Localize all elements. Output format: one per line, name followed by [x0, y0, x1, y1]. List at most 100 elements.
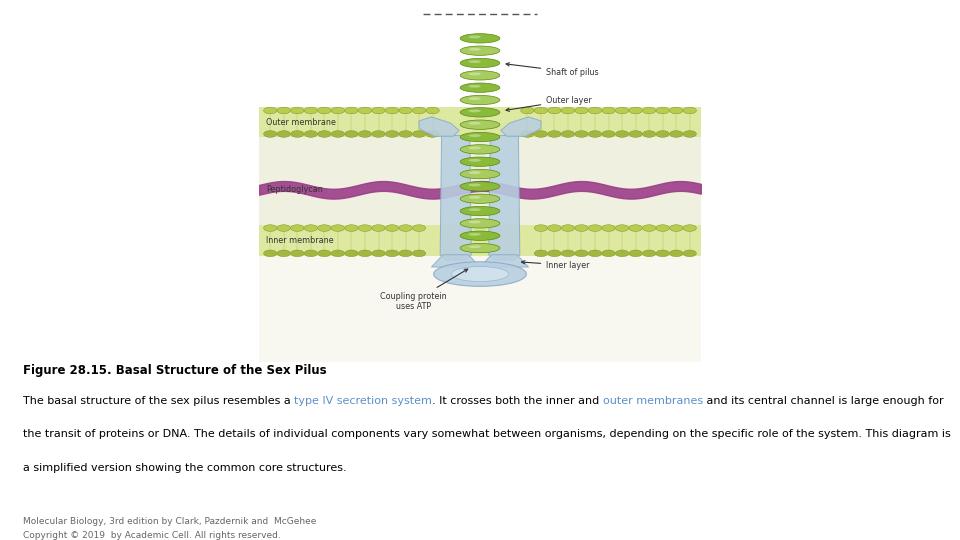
Ellipse shape: [642, 225, 656, 232]
Ellipse shape: [385, 131, 398, 137]
Ellipse shape: [460, 46, 500, 55]
Polygon shape: [501, 117, 540, 136]
Ellipse shape: [548, 107, 561, 114]
Ellipse shape: [331, 225, 345, 232]
Ellipse shape: [277, 250, 290, 256]
Ellipse shape: [629, 107, 642, 114]
Ellipse shape: [264, 250, 276, 256]
Ellipse shape: [468, 208, 481, 211]
Ellipse shape: [670, 107, 683, 114]
Text: Outer membrane: Outer membrane: [266, 118, 336, 127]
Ellipse shape: [656, 250, 669, 256]
Ellipse shape: [291, 225, 304, 232]
Ellipse shape: [291, 107, 304, 114]
Ellipse shape: [358, 250, 372, 256]
Ellipse shape: [602, 250, 615, 256]
Ellipse shape: [460, 71, 500, 80]
Ellipse shape: [399, 131, 412, 137]
Ellipse shape: [670, 225, 683, 232]
Ellipse shape: [264, 107, 276, 114]
Ellipse shape: [615, 225, 629, 232]
Ellipse shape: [629, 250, 642, 256]
Ellipse shape: [670, 131, 683, 137]
Ellipse shape: [468, 60, 481, 63]
Text: and its central channel is large enough for: and its central channel is large enough …: [703, 396, 944, 407]
Ellipse shape: [468, 245, 481, 248]
Text: Inner layer: Inner layer: [521, 261, 589, 270]
Ellipse shape: [460, 182, 500, 191]
Ellipse shape: [468, 110, 481, 112]
Polygon shape: [420, 117, 459, 136]
Ellipse shape: [460, 244, 500, 253]
Ellipse shape: [684, 131, 696, 137]
Ellipse shape: [460, 231, 500, 240]
Ellipse shape: [331, 131, 345, 137]
Ellipse shape: [468, 72, 481, 76]
Ellipse shape: [413, 131, 425, 137]
Ellipse shape: [468, 97, 481, 100]
Ellipse shape: [460, 83, 500, 92]
Ellipse shape: [304, 131, 318, 137]
Ellipse shape: [460, 120, 500, 130]
Ellipse shape: [304, 250, 318, 256]
Ellipse shape: [520, 131, 534, 137]
Ellipse shape: [385, 250, 398, 256]
Ellipse shape: [460, 33, 500, 43]
Polygon shape: [441, 136, 471, 260]
Text: Shaft of pilus: Shaft of pilus: [506, 63, 599, 77]
Ellipse shape: [331, 250, 345, 256]
Ellipse shape: [588, 250, 602, 256]
Ellipse shape: [642, 250, 656, 256]
Ellipse shape: [426, 131, 440, 137]
Ellipse shape: [535, 250, 547, 256]
Ellipse shape: [277, 131, 290, 137]
Ellipse shape: [460, 194, 500, 204]
Ellipse shape: [670, 250, 683, 256]
Ellipse shape: [345, 250, 358, 256]
Ellipse shape: [656, 107, 669, 114]
Text: Outer layer: Outer layer: [506, 96, 592, 111]
Ellipse shape: [358, 107, 372, 114]
Ellipse shape: [372, 225, 385, 232]
Ellipse shape: [684, 225, 696, 232]
Ellipse shape: [615, 107, 629, 114]
Ellipse shape: [291, 250, 304, 256]
Text: Inner membrane: Inner membrane: [266, 236, 333, 245]
Text: . It crosses both the inner and: . It crosses both the inner and: [432, 396, 603, 407]
Ellipse shape: [468, 221, 481, 224]
Ellipse shape: [520, 107, 534, 114]
Ellipse shape: [460, 219, 500, 228]
Text: Copyright © 2019  by Academic Cell. All rights reserved.: Copyright © 2019 by Academic Cell. All r…: [23, 530, 280, 539]
Ellipse shape: [548, 131, 561, 137]
Ellipse shape: [629, 131, 642, 137]
Ellipse shape: [451, 267, 509, 281]
Text: Coupling protein
uses ATP: Coupling protein uses ATP: [380, 269, 468, 311]
Ellipse shape: [642, 131, 656, 137]
Ellipse shape: [372, 250, 385, 256]
Ellipse shape: [548, 225, 561, 232]
Ellipse shape: [264, 225, 276, 232]
Text: The basal structure of the sex pilus resembles a: The basal structure of the sex pilus res…: [23, 396, 294, 407]
Ellipse shape: [318, 107, 331, 114]
Ellipse shape: [535, 225, 547, 232]
Ellipse shape: [413, 250, 425, 256]
Text: Peptidoglycan: Peptidoglycan: [266, 185, 323, 194]
Ellipse shape: [615, 250, 629, 256]
Ellipse shape: [602, 107, 615, 114]
Ellipse shape: [291, 131, 304, 137]
Ellipse shape: [602, 131, 615, 137]
Ellipse shape: [575, 131, 588, 137]
Ellipse shape: [468, 146, 481, 150]
Ellipse shape: [535, 131, 547, 137]
Ellipse shape: [358, 225, 372, 232]
Ellipse shape: [588, 107, 602, 114]
Ellipse shape: [399, 225, 412, 232]
Ellipse shape: [399, 107, 412, 114]
Ellipse shape: [460, 107, 500, 117]
Ellipse shape: [345, 131, 358, 137]
Polygon shape: [431, 255, 480, 267]
Ellipse shape: [460, 170, 500, 179]
Ellipse shape: [385, 107, 398, 114]
Ellipse shape: [318, 131, 331, 137]
Ellipse shape: [318, 250, 331, 256]
